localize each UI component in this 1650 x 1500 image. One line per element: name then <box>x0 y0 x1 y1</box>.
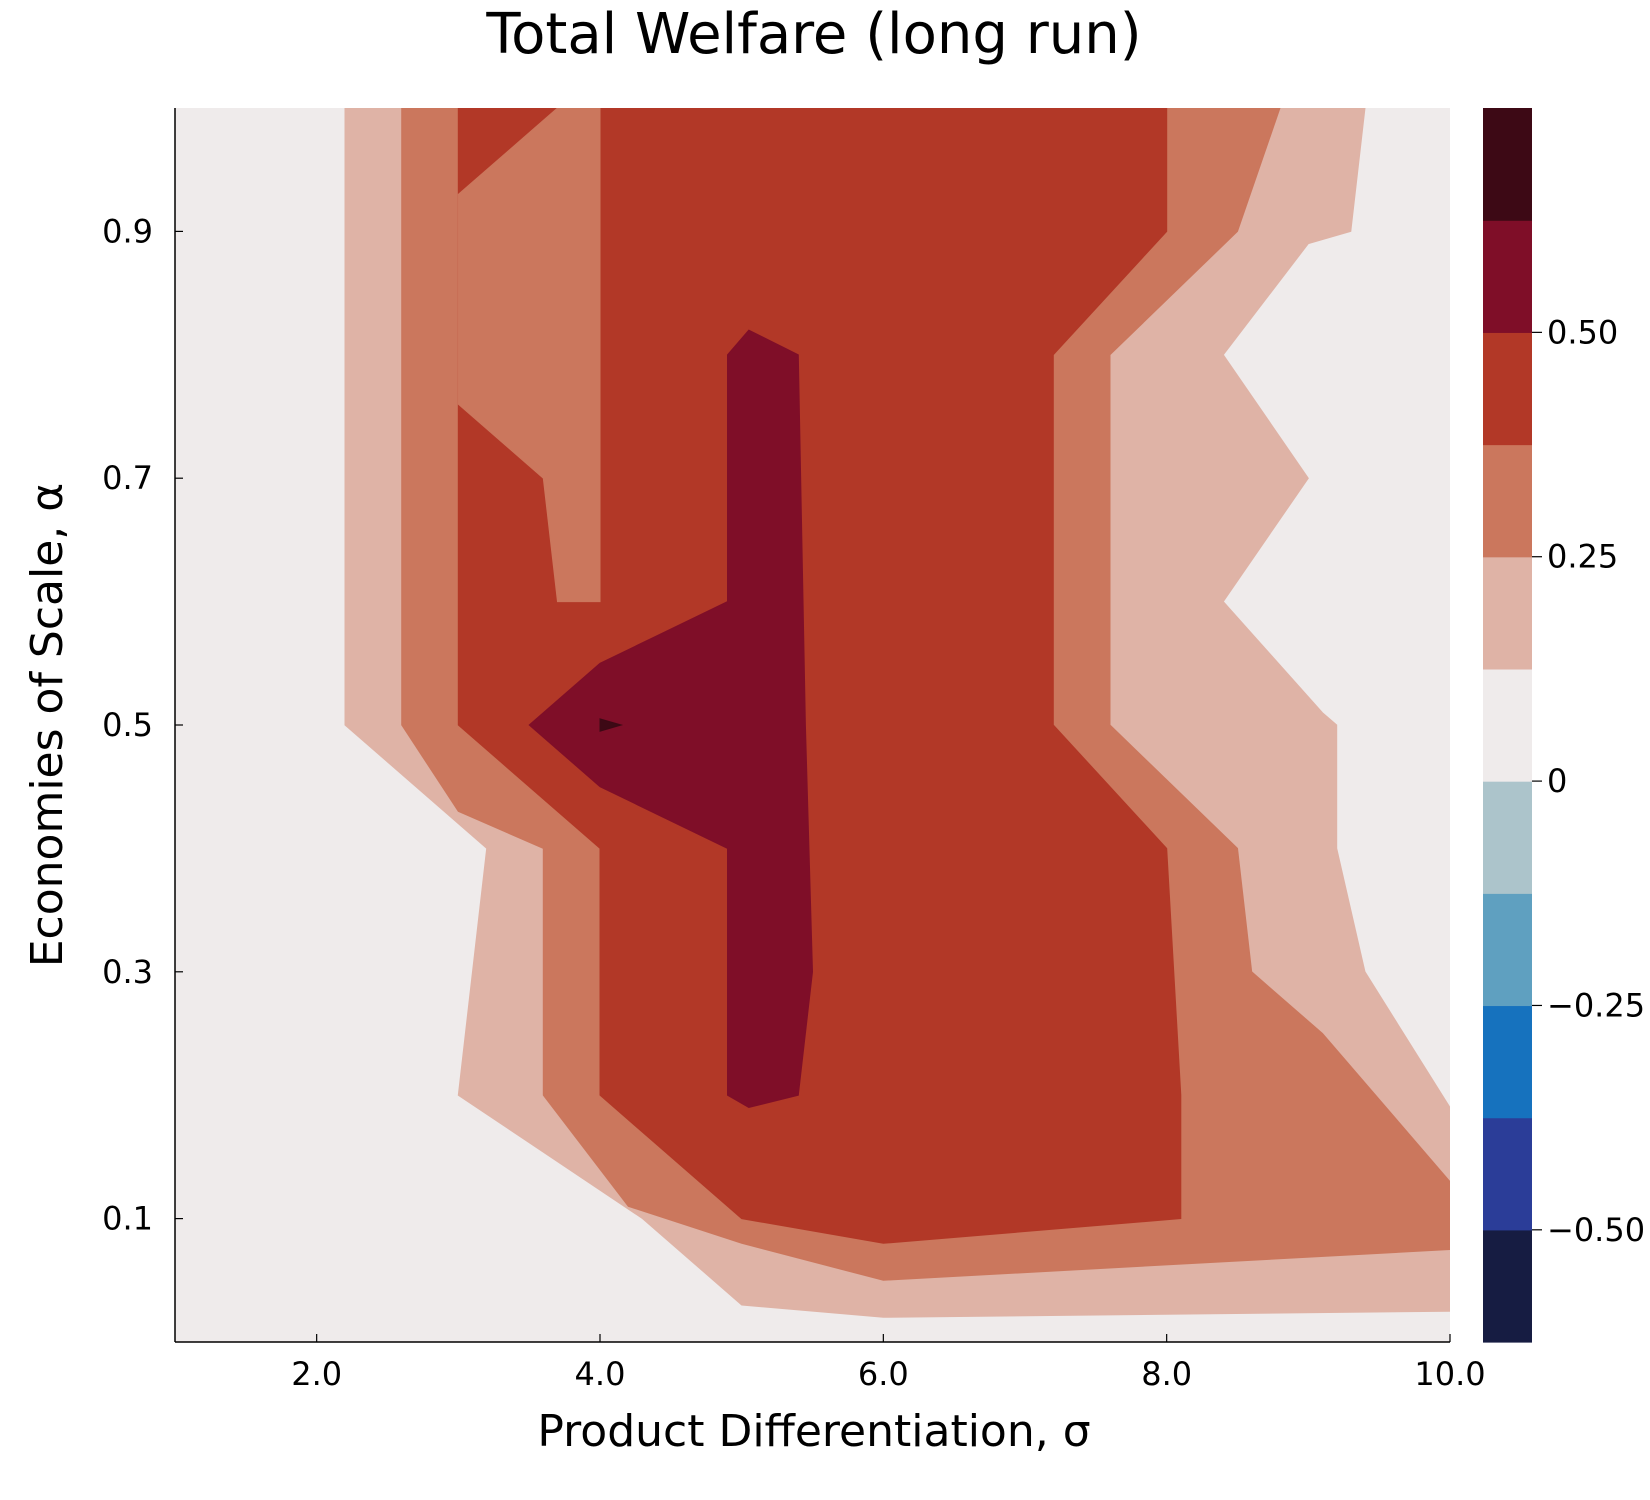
chart-title: Total Welfare (long run) <box>485 2 1141 67</box>
x-tick-label: 6.0 <box>858 1355 909 1393</box>
colorbar-swatch-9 <box>1483 220 1532 333</box>
colorbar-tick-label: −0.25 <box>1547 986 1645 1024</box>
colorbar-tick-label: 0.25 <box>1547 538 1618 576</box>
colorbar-swatch-1 <box>1483 1117 1532 1231</box>
x-axis: 2.0 4.0 6.0 8.0 10.0 <box>291 1334 1486 1393</box>
contour-region-2 <box>457 108 1182 1244</box>
plot-area <box>174 108 1450 1343</box>
x-tick-label: 4.0 <box>575 1355 626 1393</box>
colorbar-swatch-3 <box>1483 893 1532 1007</box>
y-tick-label: 0.3 <box>102 953 153 991</box>
contour-region-3 <box>457 108 601 603</box>
y-axis: 0.1 0.3 0.5 0.7 0.9 <box>102 212 183 1238</box>
colorbar-swatch-8 <box>1483 332 1532 446</box>
colorbar-swatch-6 <box>1483 556 1532 670</box>
colorbar-tick-label: 0.50 <box>1547 313 1618 351</box>
contour-region-4 <box>528 329 814 1109</box>
colorbar-swatch-5 <box>1483 668 1532 782</box>
x-tick-label: 10.0 <box>1414 1355 1485 1393</box>
colorbar-swatch-7 <box>1483 444 1532 558</box>
colorbar-tick-label: −0.50 <box>1547 1211 1645 1249</box>
x-tick-label: 2.0 <box>291 1355 342 1393</box>
colorbar-swatch-2 <box>1483 1005 1532 1119</box>
y-tick-label: 0.5 <box>102 706 153 744</box>
colorbar-swatch-4 <box>1483 781 1532 894</box>
colorbar: −0.50 −0.25 0 0.25 0.50 <box>1483 108 1645 1343</box>
y-tick-label: 0.9 <box>102 212 153 250</box>
colorbar-swatch-10 <box>1483 108 1532 221</box>
colorbar-tick-label: 0 <box>1547 762 1567 800</box>
y-tick-label: 0.7 <box>102 459 153 497</box>
x-tick-label: 8.0 <box>1141 1355 1192 1393</box>
y-axis-label: Economies of Scale, α <box>22 483 73 968</box>
colorbar-swatch-0 <box>1483 1229 1532 1343</box>
contour-region-5 <box>599 718 624 732</box>
x-axis-label: Product Differentiation, σ <box>537 1406 1090 1457</box>
y-tick-label: 0.1 <box>102 1200 153 1238</box>
